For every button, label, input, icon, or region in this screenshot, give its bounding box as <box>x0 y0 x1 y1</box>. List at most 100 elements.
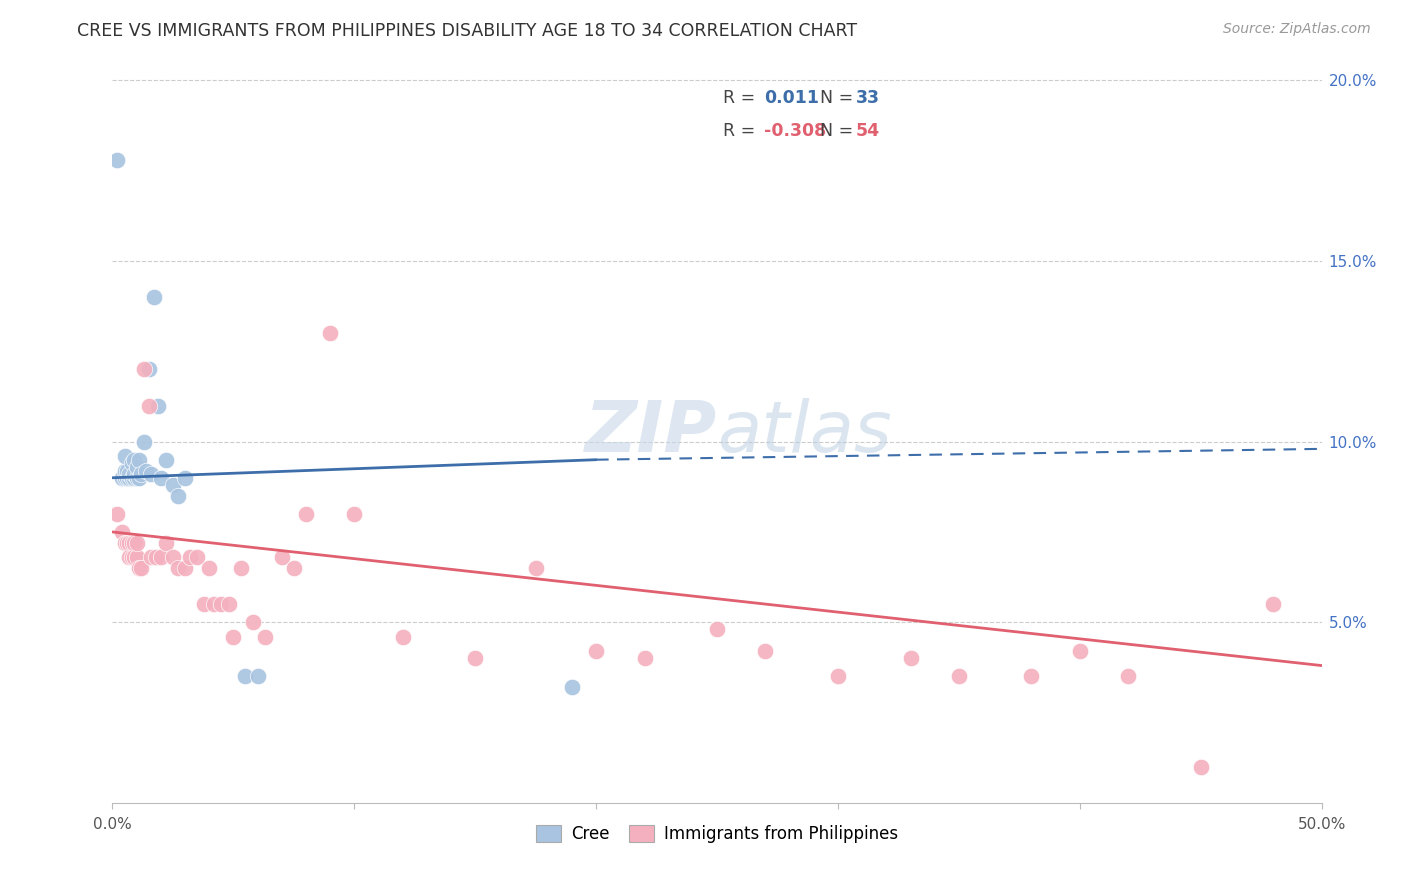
Point <box>118 471 141 485</box>
Point <box>179 550 201 565</box>
Point <box>155 535 177 549</box>
Point <box>149 550 172 565</box>
Point <box>114 449 136 463</box>
Point <box>122 471 145 485</box>
Text: R =: R = <box>723 121 761 139</box>
Point <box>162 478 184 492</box>
Point <box>1116 669 1139 683</box>
Text: N =: N = <box>820 89 859 107</box>
Point <box>319 326 342 341</box>
Point <box>149 471 172 485</box>
Text: ZIP: ZIP <box>585 398 717 467</box>
Point <box>166 561 188 575</box>
Point <box>343 507 366 521</box>
Point <box>125 471 148 485</box>
Point <box>633 651 655 665</box>
Point <box>235 669 257 683</box>
Point <box>162 550 184 565</box>
Point <box>229 561 252 575</box>
Point <box>148 399 170 413</box>
Point <box>391 630 413 644</box>
Point <box>122 452 145 467</box>
Point <box>121 535 143 549</box>
Point <box>283 561 305 575</box>
Point <box>193 597 215 611</box>
Point <box>145 550 167 565</box>
Point <box>706 623 728 637</box>
Point <box>246 669 269 683</box>
Point <box>121 471 143 485</box>
Point <box>524 561 547 575</box>
Point <box>131 561 153 575</box>
Point <box>198 561 221 575</box>
Point <box>135 464 157 478</box>
Point <box>115 535 138 549</box>
Point <box>114 471 136 485</box>
Text: -0.308: -0.308 <box>765 121 827 139</box>
Text: 0.011: 0.011 <box>765 89 820 107</box>
Point <box>270 550 292 565</box>
Legend: Cree, Immigrants from Philippines: Cree, Immigrants from Philippines <box>529 819 905 850</box>
Point <box>209 597 232 611</box>
Point <box>122 550 145 565</box>
Point <box>121 456 143 470</box>
Point <box>166 489 188 503</box>
Point <box>118 550 141 565</box>
Point <box>125 535 148 549</box>
Point <box>125 550 148 565</box>
Text: atlas: atlas <box>717 398 891 467</box>
Point <box>1263 597 1285 611</box>
Point <box>114 464 136 478</box>
Point <box>131 467 153 482</box>
Point <box>754 644 776 658</box>
Text: Source: ZipAtlas.com: Source: ZipAtlas.com <box>1223 22 1371 37</box>
Text: CREE VS IMMIGRANTS FROM PHILIPPINES DISABILITY AGE 18 TO 34 CORRELATION CHART: CREE VS IMMIGRANTS FROM PHILIPPINES DISA… <box>77 22 858 40</box>
Point <box>948 669 970 683</box>
Point <box>585 644 607 658</box>
Point <box>125 459 148 474</box>
Point <box>128 561 150 575</box>
Point <box>900 651 922 665</box>
Point <box>138 399 160 413</box>
Point <box>253 630 276 644</box>
Point <box>114 535 136 549</box>
Point <box>118 535 141 549</box>
Text: 33: 33 <box>856 89 880 107</box>
Point <box>218 597 240 611</box>
Point <box>155 452 177 467</box>
Point <box>132 434 155 449</box>
Point <box>222 630 245 644</box>
Text: 54: 54 <box>856 121 880 139</box>
Point <box>111 524 134 539</box>
Point <box>115 464 138 478</box>
Point <box>105 153 128 167</box>
Point <box>138 362 160 376</box>
Point <box>295 507 318 521</box>
Point <box>827 669 849 683</box>
Point <box>105 507 128 521</box>
Point <box>118 467 141 482</box>
Point <box>242 615 264 630</box>
Point <box>122 535 145 549</box>
Text: R =: R = <box>723 89 761 107</box>
Point <box>111 471 134 485</box>
Point <box>202 597 225 611</box>
Point <box>141 550 163 565</box>
Point <box>174 471 197 485</box>
Point <box>132 362 155 376</box>
Point <box>174 561 197 575</box>
Point <box>1021 669 1043 683</box>
Point <box>122 467 145 482</box>
Point <box>561 680 583 694</box>
Point <box>121 550 143 565</box>
Point <box>115 471 138 485</box>
Point <box>464 651 486 665</box>
Point <box>128 452 150 467</box>
Point <box>1189 760 1212 774</box>
Point <box>142 290 165 304</box>
Point <box>186 550 208 565</box>
Text: N =: N = <box>820 121 859 139</box>
Point <box>1069 644 1091 658</box>
Point <box>141 467 163 482</box>
Point <box>128 471 150 485</box>
